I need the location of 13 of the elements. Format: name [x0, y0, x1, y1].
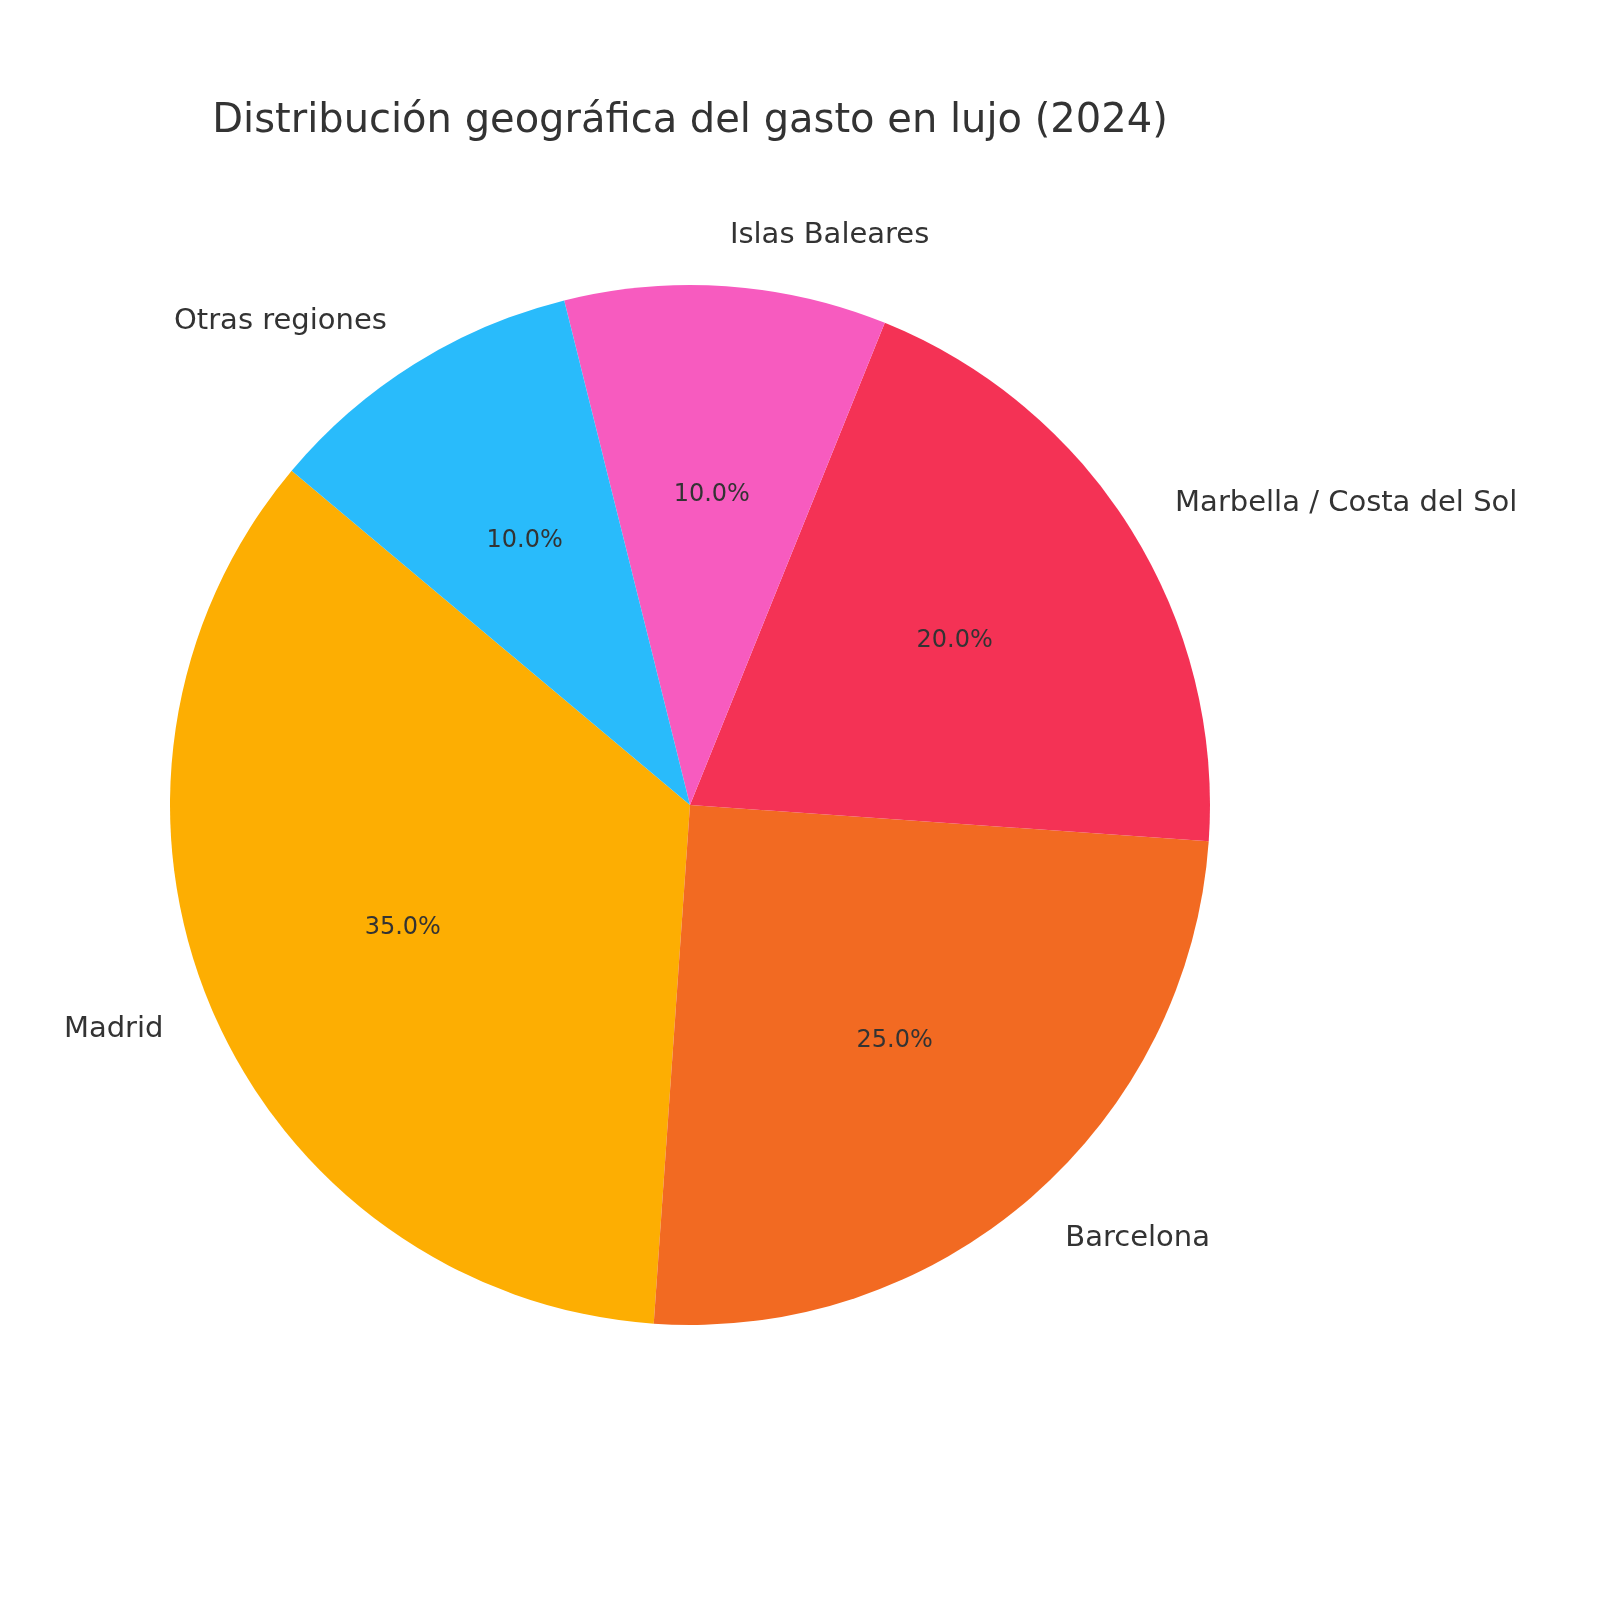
- slice-label: Madrid: [63, 1010, 164, 1045]
- data-label: 25.0%: [856, 1025, 933, 1054]
- data-label: 35.0%: [364, 911, 441, 940]
- data-label: 10.0%: [486, 525, 563, 554]
- data-label: 10.0%: [673, 478, 750, 507]
- slice-label: Otras regiones: [174, 301, 387, 336]
- slice-label: Marbella / Costa del Sol: [1175, 483, 1518, 518]
- pie-slice: [653, 805, 1209, 1325]
- chart-title: Distribución geográfica del gasto en lujo (2024): [212, 95, 1168, 141]
- data-label: 20.0%: [916, 624, 993, 653]
- pie-slice: [564, 285, 885, 805]
- slice-label: Islas Baleares: [729, 216, 930, 251]
- slice-label: Barcelona: [1065, 1218, 1210, 1253]
